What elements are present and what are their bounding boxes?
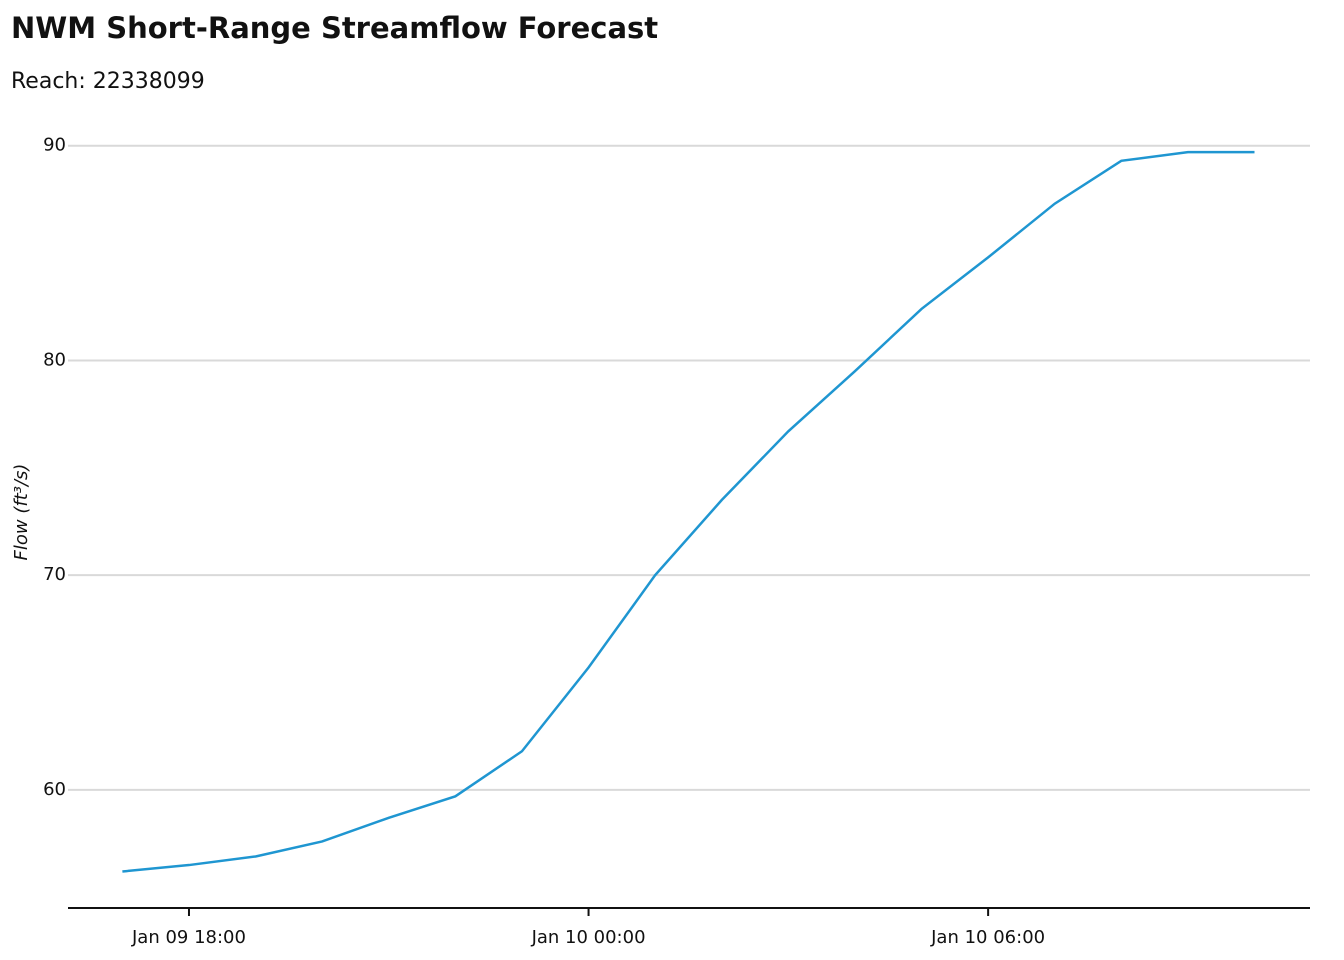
chart-title: NWM Short-Range Streamflow Forecast <box>11 11 658 45</box>
series-line <box>122 150 1255 873</box>
y-tick-label: 90 <box>43 135 66 156</box>
y-tick-label: 80 <box>43 349 66 370</box>
y-axis-label: Flow (ft³/s) <box>11 464 32 561</box>
x-tick-label: Jan 10 00:00 <box>531 927 646 948</box>
y-tick-label: 60 <box>43 779 66 800</box>
chart-subtitle: Reach: 22338099 <box>11 69 205 94</box>
x-tick-label: Jan 09 18:00 <box>131 927 246 948</box>
y-tick-label: 70 <box>43 564 66 585</box>
x-tick-label: Jan 10 06:00 <box>930 927 1045 948</box>
